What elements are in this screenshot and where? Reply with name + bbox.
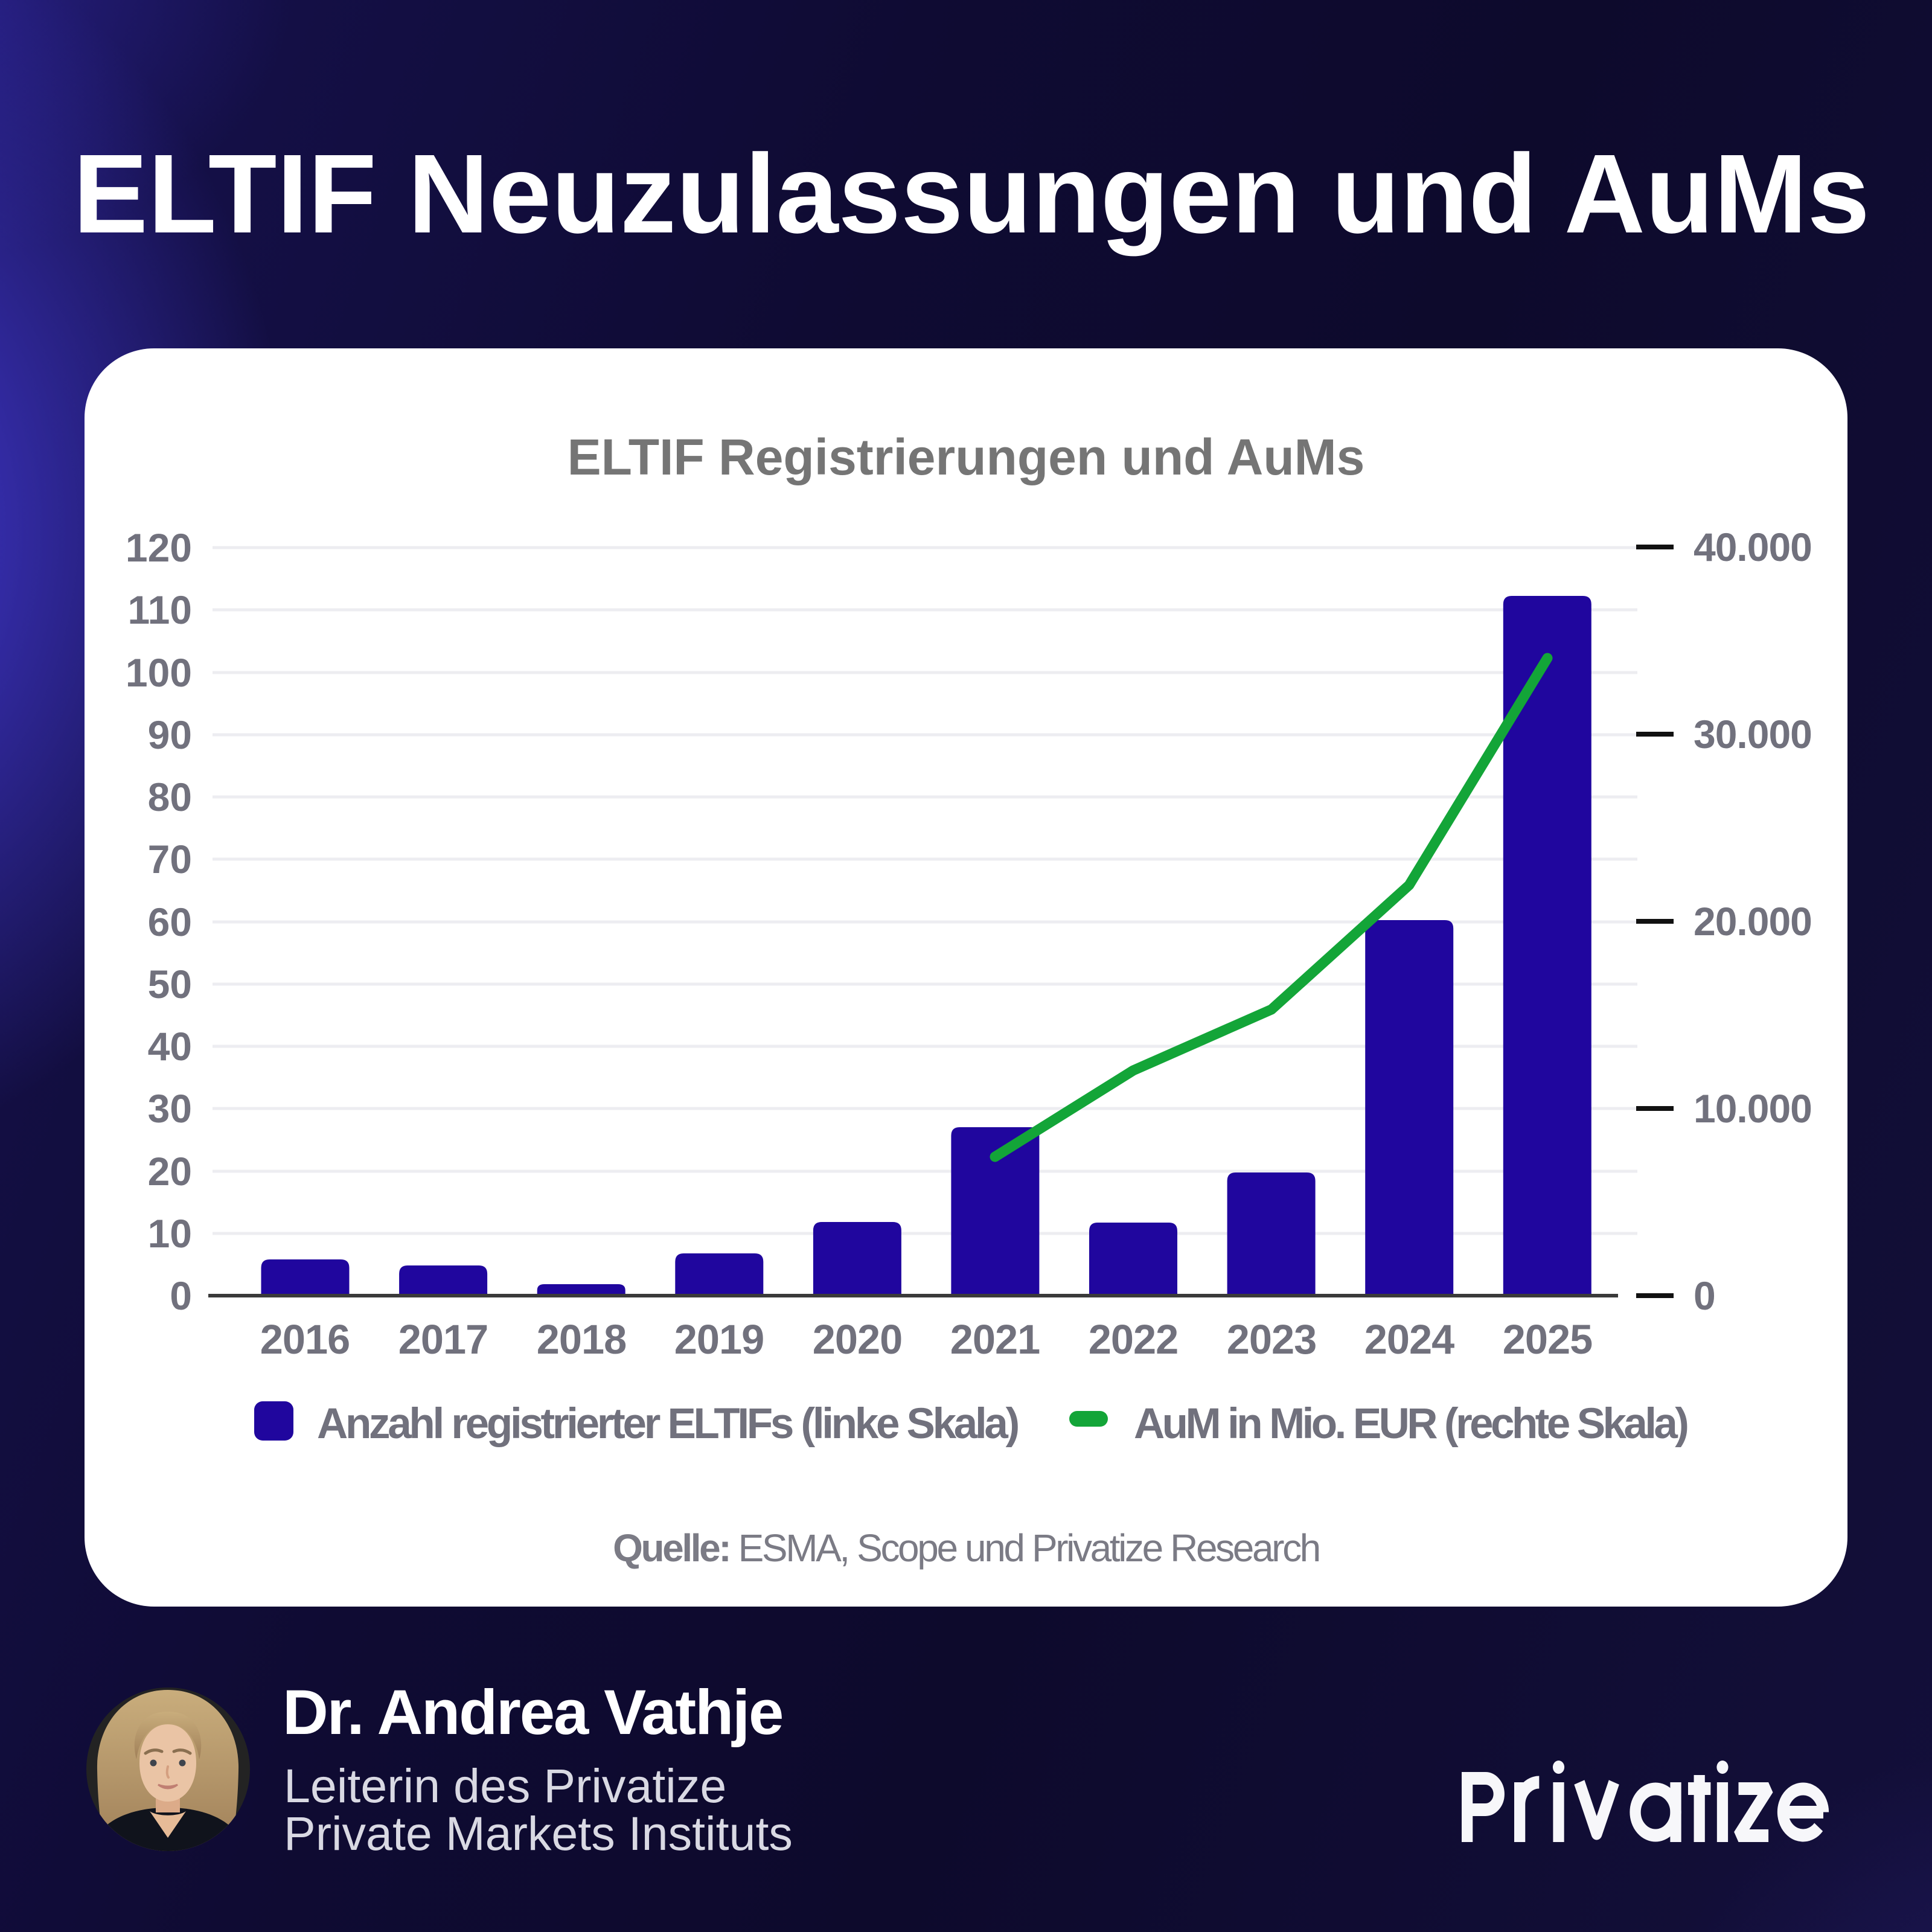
svg-text:2024: 2024	[1364, 1316, 1454, 1363]
svg-text:20.000: 20.000	[1694, 899, 1812, 944]
svg-text:AuM in Mio. EUR (rechte Skala): AuM in Mio. EUR (rechte Skala)	[1134, 1400, 1687, 1448]
svg-text:100: 100	[126, 650, 192, 695]
svg-text:2018: 2018	[537, 1316, 626, 1363]
svg-text:Anzahl registrierter ELTIFs (l: Anzahl registrierter ELTIFs (linke Skala…	[317, 1400, 1019, 1448]
svg-text:2016: 2016	[260, 1316, 350, 1363]
svg-text:2019: 2019	[674, 1316, 764, 1363]
svg-text:2023: 2023	[1227, 1316, 1316, 1363]
svg-text:30.000: 30.000	[1694, 712, 1812, 756]
svg-text:2017: 2017	[398, 1316, 488, 1363]
svg-text:40.000: 40.000	[1694, 525, 1812, 569]
svg-text:2025: 2025	[1503, 1316, 1592, 1363]
svg-text:80: 80	[148, 775, 192, 819]
svg-text:2022: 2022	[1089, 1316, 1178, 1363]
svg-text:Quelle: ESMA, Scope und Privat: Quelle: ESMA, Scope und Privatize Resear…	[613, 1526, 1319, 1570]
svg-text:110: 110	[128, 587, 192, 632]
svg-text:20: 20	[148, 1149, 192, 1194]
svg-text:120: 120	[126, 525, 192, 570]
svg-text:60: 60	[148, 900, 192, 944]
svg-text:Private Markets Instituts: Private Markets Instituts	[284, 1806, 793, 1860]
svg-text:10.000: 10.000	[1694, 1086, 1812, 1131]
svg-text:70: 70	[148, 837, 192, 881]
svg-text:2021: 2021	[950, 1316, 1040, 1363]
svg-text:0: 0	[170, 1273, 192, 1318]
svg-text:40: 40	[148, 1024, 192, 1069]
svg-text:0: 0	[1694, 1273, 1715, 1318]
svg-text:2020: 2020	[813, 1316, 902, 1363]
svg-text:ELTIF Neuzulassungen und AuMs: ELTIF Neuzulassungen und AuMs	[73, 132, 1870, 257]
svg-text:90: 90	[148, 712, 192, 757]
svg-text:30: 30	[148, 1086, 192, 1131]
svg-text:Dr. Andrea Vathje: Dr. Andrea Vathje	[283, 1677, 782, 1748]
svg-text:50: 50	[148, 962, 192, 1006]
svg-text:10: 10	[148, 1211, 192, 1256]
svg-text:ELTIF Registrierungen und AuMs: ELTIF Registrierungen und AuMs	[568, 429, 1365, 485]
svg-text:Leiterin des Privatize: Leiterin des Privatize	[284, 1759, 726, 1812]
